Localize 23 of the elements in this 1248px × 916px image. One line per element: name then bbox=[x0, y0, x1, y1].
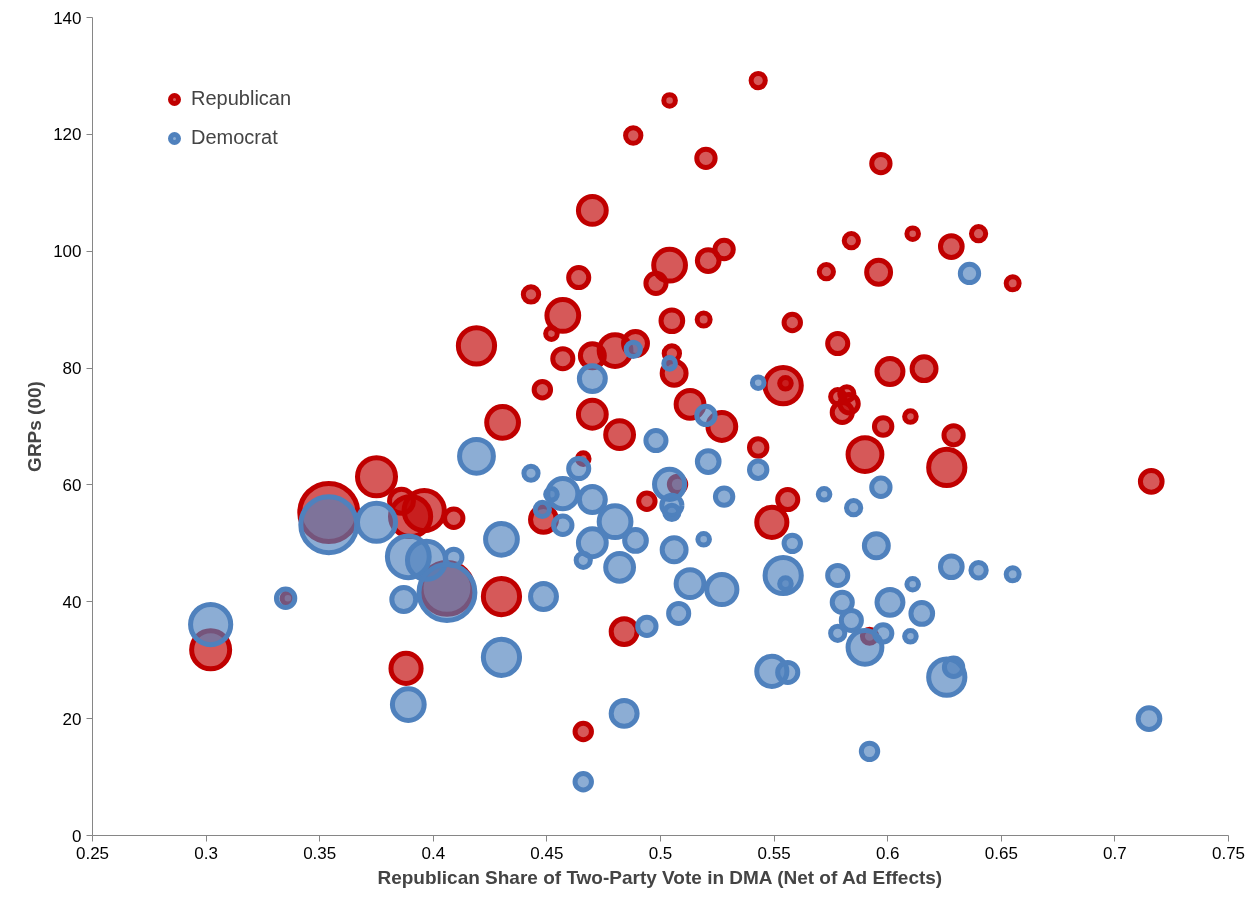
y-axis-title: GRPs (00) bbox=[24, 381, 46, 472]
x-tick-label: 0.5 bbox=[648, 843, 673, 863]
x-tick-label: 0.65 bbox=[984, 843, 1018, 863]
x-tick-label: 0.45 bbox=[530, 843, 564, 863]
x-axis-title: Republican Share of Two-Party Vote in DMA (Net of Ad Effects) bbox=[377, 866, 943, 888]
y-tick-label: 100 bbox=[53, 242, 82, 262]
x-tick-label: 0.75 bbox=[1211, 843, 1246, 863]
x-tick-label: 0.6 bbox=[875, 843, 900, 863]
x-tick-label: 0.3 bbox=[194, 843, 218, 863]
x-tick-label: 0.25 bbox=[75, 843, 110, 863]
x-tick-label: 0.7 bbox=[1103, 843, 1127, 863]
y-tick-label: 140 bbox=[53, 8, 82, 28]
x-tick-label: 0.55 bbox=[757, 843, 791, 863]
y-tick-label: 0 bbox=[72, 826, 82, 846]
x-tick-label: 0.4 bbox=[421, 843, 446, 863]
y-tick-label: 20 bbox=[62, 709, 82, 729]
y-tick-label: 80 bbox=[62, 359, 82, 379]
legend-label: Republican bbox=[191, 87, 292, 110]
y-tick-label: 60 bbox=[62, 475, 82, 495]
y-tick-label: 40 bbox=[62, 592, 82, 612]
x-tick-label: 0.35 bbox=[303, 843, 337, 863]
legend-label: Democrat bbox=[191, 126, 278, 149]
y-tick-label: 120 bbox=[53, 125, 82, 145]
